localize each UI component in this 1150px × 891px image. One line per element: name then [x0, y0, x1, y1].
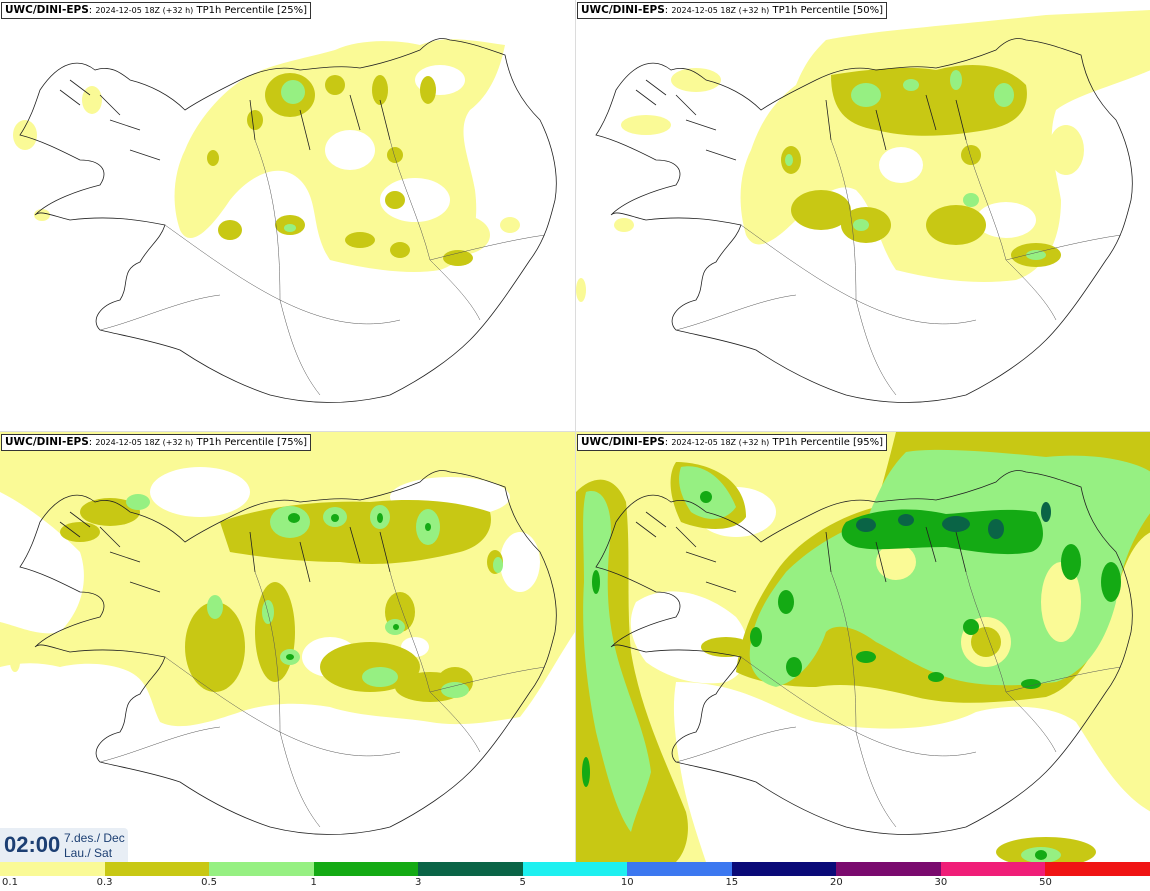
map-panel-p75: UWC/DINI-EPS: 2024-12-05 18Z (+32 h) TP1… — [0, 432, 575, 862]
colorbar-segment — [104, 862, 210, 876]
panel-title: UWC/DINI-EPS: 2024-12-05 18Z (+32 h) TP1… — [577, 2, 888, 19]
colorbar-label: 50 — [1039, 877, 1052, 888]
precip-0.1-area — [0, 432, 575, 727]
colorbar-segment — [313, 862, 419, 876]
panel-title: UWC/DINI-EPS: 2024-12-05 18Z (+32 h) TP1… — [1, 434, 312, 451]
colorbar-label: 30 — [934, 877, 948, 888]
precip-0.5-area — [785, 70, 1046, 260]
colorbar-label: 0.5 — [201, 877, 218, 888]
colorbar-label: 0.3 — [96, 877, 113, 888]
region-boundaries — [675, 571, 1122, 828]
panel-title: UWC/DINI-EPS: 2024-12-05 18Z (+32 h) TP1… — [577, 434, 888, 451]
colorbar-label: 1 — [310, 877, 317, 888]
colorbar-label: 10 — [620, 877, 634, 888]
valid-day: Lau./ Sat — [64, 846, 113, 860]
coastline — [595, 470, 1133, 835]
valid-date: 7.des./ Dec — [64, 831, 125, 845]
region-boundaries — [99, 139, 546, 396]
panel-source: UWC/DINI-EPS — [5, 4, 89, 16]
colorbar-label: 3 — [414, 877, 422, 888]
precip-3-area — [856, 502, 1051, 539]
panel-source: UWC/DINI-EPS — [581, 436, 665, 448]
map-panel-p25: UWC/DINI-EPS: 2024-12-05 18Z (+32 h) TP1… — [0, 0, 575, 430]
panel-title: UWC/DINI-EPS: 2024-12-05 18Z (+32 h) TP1… — [1, 2, 312, 19]
coastline — [19, 38, 557, 403]
panel-run: 2024-12-05 18Z (+32 h) — [671, 6, 770, 15]
colorbar-label: 15 — [725, 877, 739, 888]
colorbar-segment — [731, 862, 837, 876]
colorbar-segment — [940, 862, 1046, 876]
precip-0.3-area — [781, 65, 1061, 267]
map-panel-p95: UWC/DINI-EPS: 2024-12-05 18Z (+32 h) TP1… — [576, 432, 1150, 862]
colorbar-segment — [0, 862, 105, 876]
panel-product: TP1h Percentile [95%] — [772, 437, 884, 448]
panel-product: TP1h Percentile [50%] — [772, 5, 884, 16]
colorbar-segment — [522, 862, 628, 876]
colorbar-label: 0.1 — [2, 877, 18, 888]
precip-colorbar — [0, 862, 1150, 876]
precip-1-area — [582, 491, 1121, 860]
precip-1-area — [286, 513, 431, 660]
panel-product: TP1h Percentile [75%] — [196, 437, 308, 448]
precip-0.5-area — [126, 494, 503, 698]
colorbar-label: 5 — [519, 877, 526, 888]
colorbar-labels: 0.1 0.3 0.5 1 3 5 10 15 20 30 50 — [0, 876, 1150, 891]
colorbar-label: 20 — [829, 877, 843, 888]
panel-source: UWC/DINI-EPS — [581, 4, 665, 16]
panel-run: 2024-12-05 18Z (+32 h) — [671, 438, 770, 447]
precip-0.1-area — [576, 10, 1150, 302]
valid-time: 02:00 — [4, 832, 61, 857]
panel-run: 2024-12-05 18Z (+32 h) — [95, 438, 194, 447]
precip-map-p75 — [0, 432, 575, 835]
colorbar-segment — [836, 862, 941, 876]
precip-map-p25 — [13, 38, 557, 403]
coastline — [19, 470, 557, 835]
panel-product: TP1h Percentile [25%] — [196, 5, 308, 16]
panel-divider-horizontal — [0, 431, 1150, 432]
colorbar-segment — [627, 862, 732, 876]
panel-run: 2024-12-05 18Z (+32 h) — [95, 6, 194, 15]
valid-time-box: 02:00 7.des./ Dec Lau./ Sat — [0, 828, 128, 862]
region-boundaries — [675, 139, 1122, 396]
colorbar-segment — [1045, 862, 1150, 876]
precip-map-p95 — [576, 432, 1150, 862]
region-boundaries — [99, 571, 546, 828]
precip-0.5-area — [281, 80, 305, 232]
precip-map-p50 — [576, 10, 1150, 403]
coastline — [595, 38, 1133, 403]
panel-source: UWC/DINI-EPS — [5, 436, 89, 448]
colorbar-segment — [418, 862, 523, 876]
map-panel-p50: UWC/DINI-EPS: 2024-12-05 18Z (+32 h) TP1… — [576, 0, 1150, 430]
colorbar-segment — [209, 862, 314, 876]
